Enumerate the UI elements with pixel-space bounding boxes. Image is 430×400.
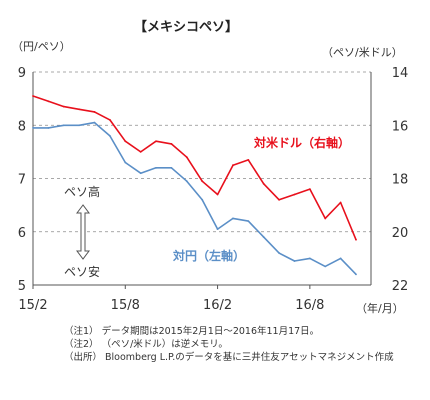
jpy-data-point <box>247 220 250 223</box>
jpy-data-point <box>109 135 111 137</box>
usd-data-point <box>124 140 127 143</box>
peso-high-label: ペソ高 <box>64 184 100 199</box>
usd-data-point <box>308 188 311 191</box>
footnote-1: （注1） データ期間は2015年2月1日～2016年11月17日。 <box>64 326 320 337</box>
jpy-data-point <box>262 236 265 238</box>
jpy-data-point <box>155 166 157 169</box>
usd-data-point <box>185 156 188 159</box>
jpy-data-point <box>278 252 280 254</box>
left-axis-ticks: 9 8 7 6 5 <box>18 66 26 294</box>
footnote-2: （注2） （ペソ/米ドル）は逆メモリ。 <box>64 339 228 350</box>
right-tick-label: 18 <box>392 173 409 188</box>
chart-title: 【メキシコペソ】 <box>134 19 238 35</box>
jpy-data-point <box>124 161 127 164</box>
usd-data-point <box>93 111 96 113</box>
left-tick-label: 5 <box>18 279 26 294</box>
usd-data-point <box>247 158 250 161</box>
usd-data-point <box>216 193 219 196</box>
usd-data-point <box>170 142 173 145</box>
double-arrow-icon <box>76 204 90 260</box>
jpy-data-point <box>232 217 234 220</box>
right-tick-label: 22 <box>392 279 409 294</box>
usd-data-point <box>339 201 342 204</box>
usd-series-line <box>32 95 357 241</box>
jpy-data-point <box>93 121 96 124</box>
jpy-data-point <box>308 257 311 260</box>
jpy-data-point <box>32 127 34 129</box>
x-tick-label: 16/2 <box>203 298 232 313</box>
axes <box>32 72 372 286</box>
usd-data-point <box>47 100 50 103</box>
right-axis-ticks: 14 16 18 20 22 <box>392 66 409 294</box>
jpy-series-line <box>33 121 357 275</box>
jpy-data-point <box>293 260 296 262</box>
left-tick-label: 6 <box>18 226 26 241</box>
jpy-data-point <box>324 265 327 268</box>
right-axis-unit: （ペソ/米ドル） <box>322 46 403 59</box>
footnote-source: （出所） Bloomberg L.P.のデータを基に三井住友アセットマネジメント… <box>64 352 394 363</box>
usd-data-point <box>232 164 234 167</box>
usd-data-point <box>32 95 34 97</box>
peso-low-label: ペソ安 <box>64 264 100 279</box>
usd-data-point <box>293 193 296 196</box>
usd-data-point <box>355 238 357 241</box>
x-tick-label: 15/2 <box>18 298 47 313</box>
left-tick-label: 9 <box>18 66 26 81</box>
usd-series-label: 対米ドル（右軸） <box>253 135 350 150</box>
left-tick-label: 7 <box>18 173 26 188</box>
jpy-data-point <box>170 166 173 169</box>
right-tick-label: 14 <box>392 66 409 81</box>
jpy-data-point <box>216 228 219 230</box>
usd-data-point <box>62 105 65 108</box>
usd-data-point <box>278 198 280 201</box>
jpy-data-point <box>355 273 357 276</box>
usd-data-point <box>78 108 81 111</box>
usd-data-point <box>324 217 327 220</box>
x-tick-label: 15/8 <box>111 298 140 313</box>
usd-data-point <box>139 150 142 153</box>
usd-data-point <box>109 119 111 121</box>
right-tick-label: 16 <box>392 119 409 134</box>
gridlines <box>33 71 371 233</box>
jpy-data-point <box>201 198 204 201</box>
usd-data-point <box>201 180 204 183</box>
jpy-data-point <box>139 172 142 175</box>
jpy-data-point <box>78 124 81 127</box>
jpy-data-point <box>62 124 65 127</box>
x-axis-unit: （年/月） <box>356 301 404 315</box>
usd-data-point <box>155 140 157 143</box>
jpy-data-point <box>47 127 50 129</box>
series-layer <box>32 95 357 276</box>
jpy-series-label: 対円（左軸） <box>172 248 245 263</box>
jpy-data-point <box>339 257 342 260</box>
footnotes: （注1） データ期間は2015年2月1日～2016年11月17日。 （注2） （… <box>64 325 394 364</box>
jpy-data-point <box>185 180 188 183</box>
usd-data-point <box>262 182 265 185</box>
left-tick-label: 8 <box>18 119 26 134</box>
right-tick-label: 20 <box>392 226 409 241</box>
x-axis-ticks: 15/2 15/8 16/2 16/8 <box>18 285 324 313</box>
left-axis-unit: （円/ペソ） <box>12 40 71 53</box>
x-tick-label: 16/8 <box>295 298 324 313</box>
